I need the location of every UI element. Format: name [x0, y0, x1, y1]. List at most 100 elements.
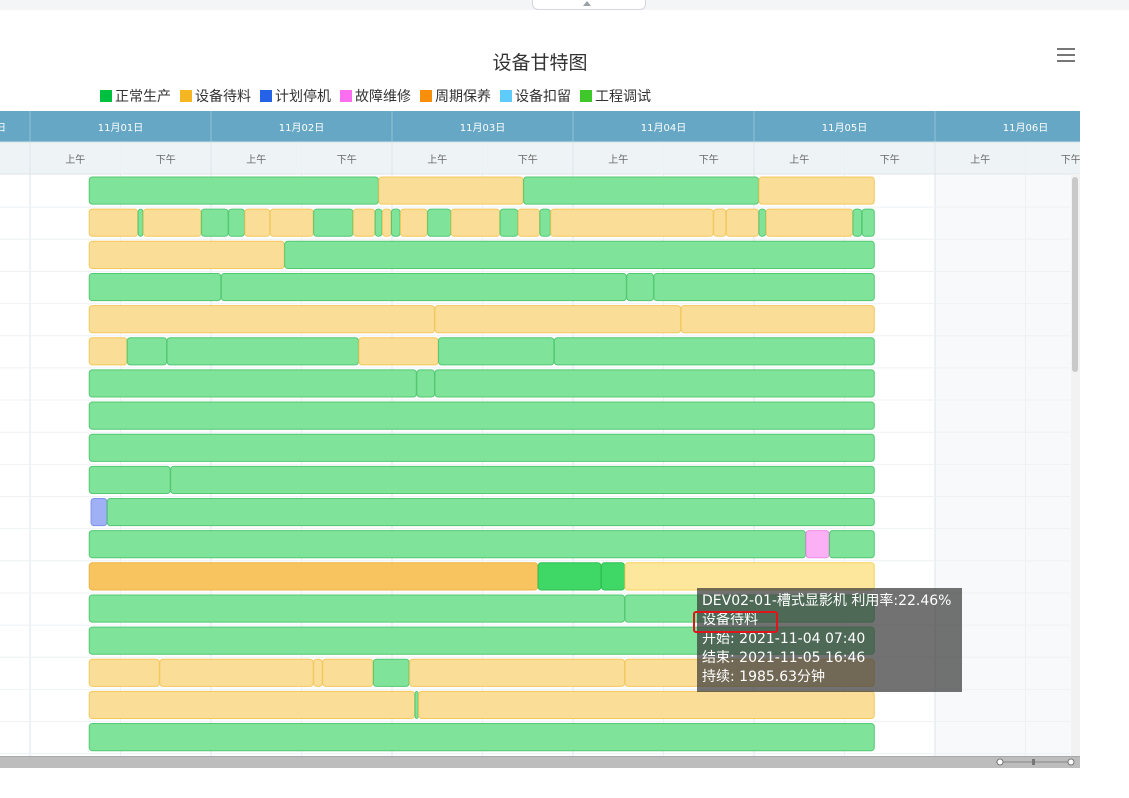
gantt-bar — [88, 562, 539, 591]
gantt-bar — [170, 465, 875, 495]
legend-item[interactable]: 工程调试 — [580, 87, 651, 105]
gantt-bar — [137, 208, 144, 237]
header-date-bg — [0, 111, 1080, 142]
gantt-bar — [537, 562, 602, 591]
gantt-bar — [523, 176, 759, 205]
chart-title: 设备甘特图 — [492, 52, 588, 74]
day-label: 11月01日 — [98, 122, 143, 134]
gantt-bar — [600, 562, 625, 591]
tooltip: DEV02-01-槽式显影机 利用率:22.46% 设备待料 开始: 2021-… — [697, 588, 962, 692]
gantt-bar — [88, 305, 435, 334]
pm-label: 下午 — [699, 153, 719, 166]
scrollbar-thumb — [1072, 177, 1078, 372]
gantt-bar — [88, 594, 625, 623]
gantt-bar — [143, 208, 202, 237]
gantt-bar — [244, 208, 271, 237]
gantt-bar — [680, 305, 875, 334]
gantt-bar — [553, 337, 875, 366]
gantt-bar — [88, 401, 875, 430]
gantt-bar — [126, 337, 168, 366]
gantt-bar — [725, 208, 759, 237]
gantt-bar — [861, 208, 875, 237]
gantt-bar — [758, 208, 767, 237]
tooltip-end: 结束: 2021-11-05 16:46 — [702, 650, 866, 666]
gantt-bar — [805, 530, 830, 559]
am-label: 上午 — [789, 153, 809, 166]
gantt-bar — [228, 208, 245, 237]
legend-swatch — [420, 90, 432, 102]
gantt-bar — [416, 369, 435, 398]
legend-label: 工程调试 — [595, 89, 651, 105]
gantt-bar — [450, 208, 501, 237]
day-label: 日 — [0, 123, 6, 134]
gantt-bar — [374, 208, 383, 237]
legend-swatch — [500, 90, 512, 102]
day-label: 11月04日 — [641, 122, 686, 134]
bottom-border — [0, 756, 1080, 757]
legend-label: 设备扣留 — [515, 89, 571, 105]
legend-swatch — [180, 90, 192, 102]
gantt-bar — [88, 723, 875, 752]
legend-label: 计划停机 — [275, 89, 331, 105]
am-label: 上午 — [970, 153, 990, 166]
collapse-arrow-icon — [583, 1, 591, 6]
legend-swatch — [100, 90, 112, 102]
gantt-bar — [358, 337, 439, 366]
gantt-bar — [414, 690, 419, 720]
legend-item[interactable]: 计划停机 — [260, 87, 331, 105]
pm-label: 下午 — [337, 153, 357, 166]
gantt-bar — [378, 176, 524, 205]
legend-label: 周期保养 — [435, 89, 491, 105]
am-label: 上午 — [427, 153, 447, 166]
gantt-bar — [220, 272, 627, 302]
menu-icon[interactable] — [1057, 48, 1075, 62]
am-label: 上午 — [246, 153, 266, 166]
legend: 正常生产 设备待料 计划停机 故障维修 周期保养 设备扣留 工程调试 — [100, 87, 651, 105]
legend-item[interactable]: 设备待料 — [180, 87, 251, 105]
gantt-bar — [352, 208, 376, 237]
gantt-bar — [626, 272, 654, 302]
day-label: 11月05日 — [822, 122, 867, 134]
legend-item[interactable]: 设备扣留 — [500, 87, 571, 105]
legend-item[interactable]: 故障维修 — [340, 87, 411, 105]
zoom-handle-mid — [1032, 759, 1035, 765]
gantt-bar — [499, 208, 519, 237]
gantt-bar — [284, 240, 875, 269]
am-label: 上午 — [608, 153, 628, 166]
gantt-bar — [624, 562, 875, 591]
legend-item[interactable]: 周期保养 — [420, 87, 491, 105]
gantt-bar — [90, 498, 108, 527]
gantt-bar — [539, 208, 551, 237]
gantt-bar — [88, 658, 160, 687]
gantt-bar — [166, 337, 359, 366]
gantt-bar — [829, 530, 875, 559]
gantt-chart: 日 11月01日 上午 下午 11月02日 上午 下午 11月03日 上午 下午 11月04日 上午 下… — [0, 111, 1080, 768]
gantt-bar — [400, 208, 428, 237]
gantt-bar — [269, 208, 314, 237]
collapse-toggle[interactable] — [532, 0, 646, 10]
tooltip-start: 开始: 2021-11-04 07:40 — [702, 631, 866, 647]
gantt-bar — [653, 272, 875, 302]
legend-swatch — [580, 90, 592, 102]
legend-swatch — [260, 90, 272, 102]
gantt-bar — [409, 658, 625, 687]
legend-label: 正常生产 — [115, 89, 171, 105]
legend-item[interactable]: 正常生产 — [100, 87, 171, 105]
pm-label: 下午 — [156, 153, 176, 166]
bottom-scrollbar-track — [0, 756, 1080, 768]
legend-label: 故障维修 — [355, 89, 411, 105]
header-half-bg — [0, 142, 1080, 174]
gantt-bar — [381, 208, 392, 237]
gantt-bar — [88, 208, 139, 237]
gantt-bar — [313, 208, 354, 237]
pm-label: 下午 — [880, 153, 900, 166]
gantt-bar — [88, 272, 222, 302]
day-label: 11月06日 — [1003, 122, 1048, 134]
gantt-bar — [550, 208, 714, 237]
gantt-bar — [517, 208, 540, 237]
gantt-bar — [434, 369, 875, 398]
gantt-bar — [88, 530, 806, 559]
pm-label: 下午 — [518, 153, 538, 166]
gantt-bar — [88, 337, 128, 366]
